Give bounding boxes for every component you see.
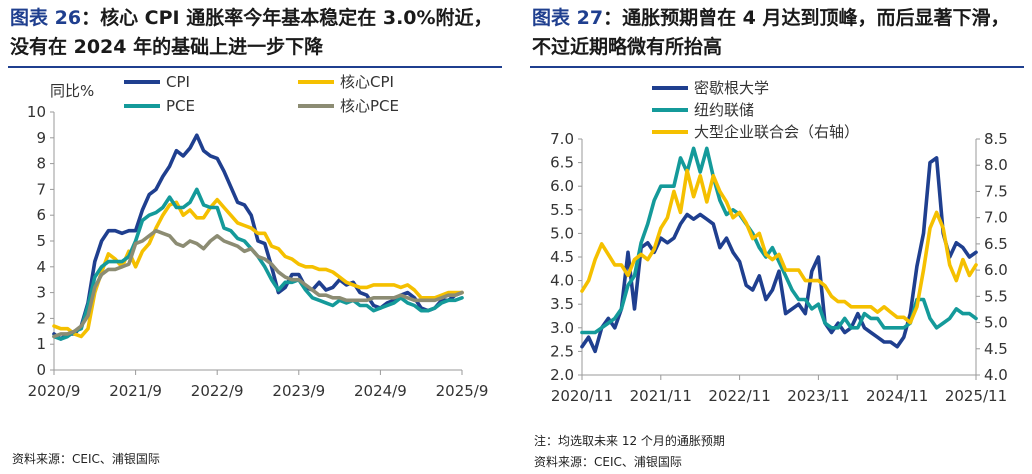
figure-26-title: 图表 26：核心 CPI 通胀率今年基本稳定在 3.0%附近，没有在 2024 …	[10, 4, 500, 62]
y-tick-label: 3	[36, 284, 46, 302]
figure-27-title-rule	[530, 66, 1024, 68]
figure-27-label: 图表 27	[532, 7, 604, 29]
y-tick-label: 5	[36, 232, 46, 250]
y2-tick-label: 7.0	[984, 209, 1008, 227]
legend-label-2: PCE	[166, 97, 195, 115]
series-line-2	[580, 168, 978, 325]
y-tick-label: 7	[36, 180, 46, 198]
x-tick-label: 2021/9	[109, 382, 162, 400]
series-line-3	[52, 228, 464, 339]
x-tick-label: 2021/11	[630, 387, 692, 405]
x-tick-label: 2022/11	[708, 387, 770, 405]
y-tick-label: 6.0	[550, 177, 574, 195]
legend-label-3: 核心PCE	[340, 97, 399, 115]
x-tick-label: 2024/9	[354, 382, 407, 400]
figure-26-source: 资料来源：CEIC、浦银国际	[12, 452, 160, 466]
y2-tick-label: 5.5	[984, 287, 1008, 305]
y2-tick-label: 5.0	[984, 314, 1008, 332]
y2-tick-label: 8.5	[984, 130, 1008, 148]
y-tick-label: 4.5	[550, 248, 574, 266]
legend-label-0: 密歇根大学	[694, 79, 769, 97]
y2-tick-label: 7.5	[984, 182, 1008, 200]
y-tick-label: 7.0	[550, 130, 574, 148]
x-tick-label: 2023/11	[787, 387, 849, 405]
figure-26-title-text: ：核心 CPI 通胀率今年基本稳定在 3.0%附近，没有在 2024 年的基础上…	[10, 7, 493, 58]
series-line-0	[52, 133, 464, 341]
legend-label-0: CPI	[166, 73, 190, 91]
y-tick-label: 2	[36, 309, 46, 327]
series-line-2	[52, 187, 464, 341]
y-tick-label: 2.5	[550, 342, 574, 360]
y-tick-label: 10	[27, 103, 46, 121]
y-tick-label: 4.0	[550, 272, 574, 290]
x-tick-label: 2025/11	[945, 387, 1007, 405]
y-tick-label: 3.5	[550, 295, 574, 313]
figure-26-panel: 图表 26：核心 CPI 通胀率今年基本稳定在 3.0%附近，没有在 2024 …	[0, 0, 510, 474]
x-tick-label: 2020/9	[28, 382, 81, 400]
y-tick-label: 2.0	[550, 366, 574, 384]
y-tick-label: 0	[36, 361, 46, 379]
x-tick-label: 2023/9	[272, 382, 325, 400]
figure-27-title: 图表 27：通胀预期曾在 4 月达到顶峰，而后显著下滑，不过近期略微有所抬高	[532, 4, 1022, 62]
figure-27-source: 资料来源：CEIC、浦银国际	[534, 455, 682, 469]
legend-label-1: 纽约联储	[694, 101, 754, 119]
y2-tick-label: 6.5	[984, 235, 1008, 253]
legend-label-2: 大型企业联合会（右轴）	[694, 123, 859, 141]
y-tick-label: 3.0	[550, 319, 574, 337]
y-tick-label: 1	[36, 335, 46, 353]
y-tick-label: 5.5	[550, 201, 574, 219]
figure-26-title-rule	[8, 66, 502, 68]
figure-26-label: 图表 26	[10, 7, 82, 29]
y-tick-label: 8	[36, 155, 46, 173]
y2-tick-label: 6.0	[984, 261, 1008, 279]
y2-tick-label: 4.0	[984, 366, 1008, 384]
x-tick-label: 2022/9	[191, 382, 244, 400]
series-line-0	[580, 156, 978, 354]
figure-27-panel: 图表 27：通胀预期曾在 4 月达到顶峰，而后显著下滑，不过近期略微有所抬高 2…	[522, 0, 1032, 474]
y-tick-label: 4	[36, 258, 46, 276]
x-tick-label: 2020/11	[551, 387, 613, 405]
y-axis-label: 同比%	[50, 82, 94, 100]
figure-27-line-chart: 2.0 2.5 3.0 3.5 4.0 4.5 5.0 5.5 6.0 6.5 7.0 4.0 4.5 5…	[550, 79, 1008, 405]
y2-tick-label: 8.0	[984, 156, 1008, 174]
y2-tick-label: 4.5	[984, 340, 1008, 358]
y-tick-label: 6	[36, 206, 46, 224]
figure-27-note: 注：均选取未来 12 个月的通胀预期	[534, 434, 725, 448]
legend-label-1: 核心CPI	[340, 73, 394, 91]
y-tick-label: 6.5	[550, 154, 574, 172]
figure-26-line-chart: 0 1 2 3 4 5 6 7 8 9 10 2020/9 2021/9 2022/9 2023/9 2024…	[27, 73, 489, 400]
x-tick-label: 2025/9	[436, 382, 489, 400]
y-tick-label: 5.0	[550, 224, 574, 242]
x-tick-label: 2024/11	[866, 387, 928, 405]
y-tick-label: 9	[36, 129, 46, 147]
figure-27-title-text: ：通胀预期曾在 4 月达到顶峰，而后显著下滑，不过近期略微有所抬高	[532, 7, 1010, 58]
